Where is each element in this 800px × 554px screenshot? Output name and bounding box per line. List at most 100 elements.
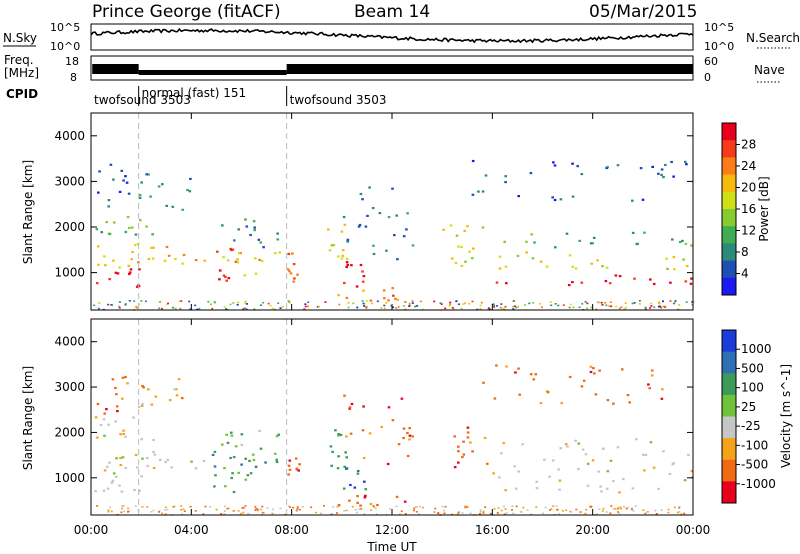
power-cell xyxy=(134,233,138,236)
power-cell xyxy=(440,303,443,305)
velocity-cell xyxy=(400,397,404,400)
velocity-cell xyxy=(619,506,622,509)
velocity-cell xyxy=(114,475,118,478)
velocity-cell xyxy=(298,508,301,511)
velocity-cell xyxy=(678,505,681,508)
velocity-cell xyxy=(255,507,258,510)
velocity-ylabel: Slant Range [km] xyxy=(21,366,35,470)
velocity-cell xyxy=(330,464,333,467)
velocity-cell xyxy=(257,509,259,512)
power-cell xyxy=(292,280,295,283)
power-cell xyxy=(504,181,507,184)
power-cell xyxy=(345,257,349,261)
velocity-cell xyxy=(182,508,185,511)
velocity-cell xyxy=(632,510,635,512)
freq-unit-label: [MHz] xyxy=(4,66,39,80)
power-cell xyxy=(405,228,408,231)
velocity-cell xyxy=(649,441,653,444)
power-cell xyxy=(178,300,181,302)
velocity-cell xyxy=(503,513,506,516)
velocity-cell xyxy=(548,475,551,478)
power-cell xyxy=(414,305,416,308)
velocity-cell xyxy=(648,387,651,390)
velocity-cell xyxy=(175,394,179,397)
power-cell xyxy=(93,304,96,307)
power-cell xyxy=(562,304,565,306)
power-cell xyxy=(505,282,508,285)
nave-tick-top: 60 xyxy=(704,55,718,68)
power-cell xyxy=(503,240,506,243)
velocity-cell xyxy=(606,399,610,402)
power-cell xyxy=(151,233,154,236)
velocity-cell xyxy=(469,512,472,515)
y-tick-label: 2000 xyxy=(54,425,85,439)
velocity-cell xyxy=(115,393,118,396)
velocity-cell xyxy=(564,443,568,446)
power-cell xyxy=(567,284,571,287)
velocity-cell xyxy=(223,513,226,515)
power-cell xyxy=(557,304,560,307)
velocity-cell xyxy=(549,509,551,511)
velocity-cell xyxy=(514,487,518,490)
velocity-cell xyxy=(374,507,377,510)
power-cell xyxy=(495,281,499,284)
velocity-colorbar-frame xyxy=(721,329,737,504)
power-cell xyxy=(227,277,231,280)
velocity-cell xyxy=(266,507,269,509)
x-tick-label: 08:00 xyxy=(274,523,309,537)
power-cell xyxy=(337,294,340,297)
power-cell xyxy=(601,265,604,268)
power-cell xyxy=(327,228,330,231)
velocity-cell xyxy=(642,509,645,511)
power-cell xyxy=(666,267,669,270)
velocity-cell xyxy=(226,508,229,510)
power-cell xyxy=(601,304,604,306)
velocity-cell xyxy=(349,483,352,487)
power-cell xyxy=(98,302,101,304)
power-cell xyxy=(242,308,245,311)
power-cell xyxy=(222,256,225,259)
power-cell xyxy=(221,224,224,227)
velocity-cell xyxy=(389,508,391,510)
velocity-cell xyxy=(453,435,456,438)
velocity-cell xyxy=(513,465,516,468)
power-cell xyxy=(589,242,593,245)
velocity-cell xyxy=(577,468,580,471)
velocity-cell xyxy=(99,424,103,427)
velocity-cell xyxy=(123,510,126,513)
velocity-cell xyxy=(595,513,598,516)
power-cell xyxy=(620,306,623,308)
power-cell xyxy=(644,306,647,309)
power-cell xyxy=(618,307,621,310)
power-colorbar-swatch xyxy=(722,277,736,296)
velocity-cell xyxy=(626,506,629,509)
power-cell xyxy=(171,205,175,208)
power-cell xyxy=(481,226,485,229)
power-cell xyxy=(595,308,598,310)
power-cell xyxy=(116,272,120,275)
velocity-cell xyxy=(247,512,250,515)
velocity-cell xyxy=(581,448,585,451)
velocity-cell xyxy=(215,508,218,511)
power-cell xyxy=(665,257,668,260)
power-cell xyxy=(125,181,129,184)
velocity-cell xyxy=(444,505,447,508)
power-ylabel: Slant Range [km] xyxy=(21,160,35,264)
power-cell xyxy=(529,172,533,175)
velocity-cell xyxy=(214,474,217,477)
velocity-cell xyxy=(369,503,373,506)
power-cell xyxy=(661,305,664,308)
velocity-cell xyxy=(558,488,561,491)
velocity-cell xyxy=(408,434,412,437)
velocity-cell xyxy=(227,507,230,510)
power-colorbar-swatch xyxy=(722,174,736,193)
power-cell xyxy=(304,303,307,305)
power-cell xyxy=(140,181,143,184)
velocity-cell xyxy=(337,455,340,458)
power-cell xyxy=(357,225,361,228)
velocity-cell xyxy=(287,505,290,507)
power-cell xyxy=(210,303,212,306)
power-cell xyxy=(517,195,520,198)
power-cell xyxy=(346,263,350,266)
nave-label: Nave xyxy=(754,63,785,77)
